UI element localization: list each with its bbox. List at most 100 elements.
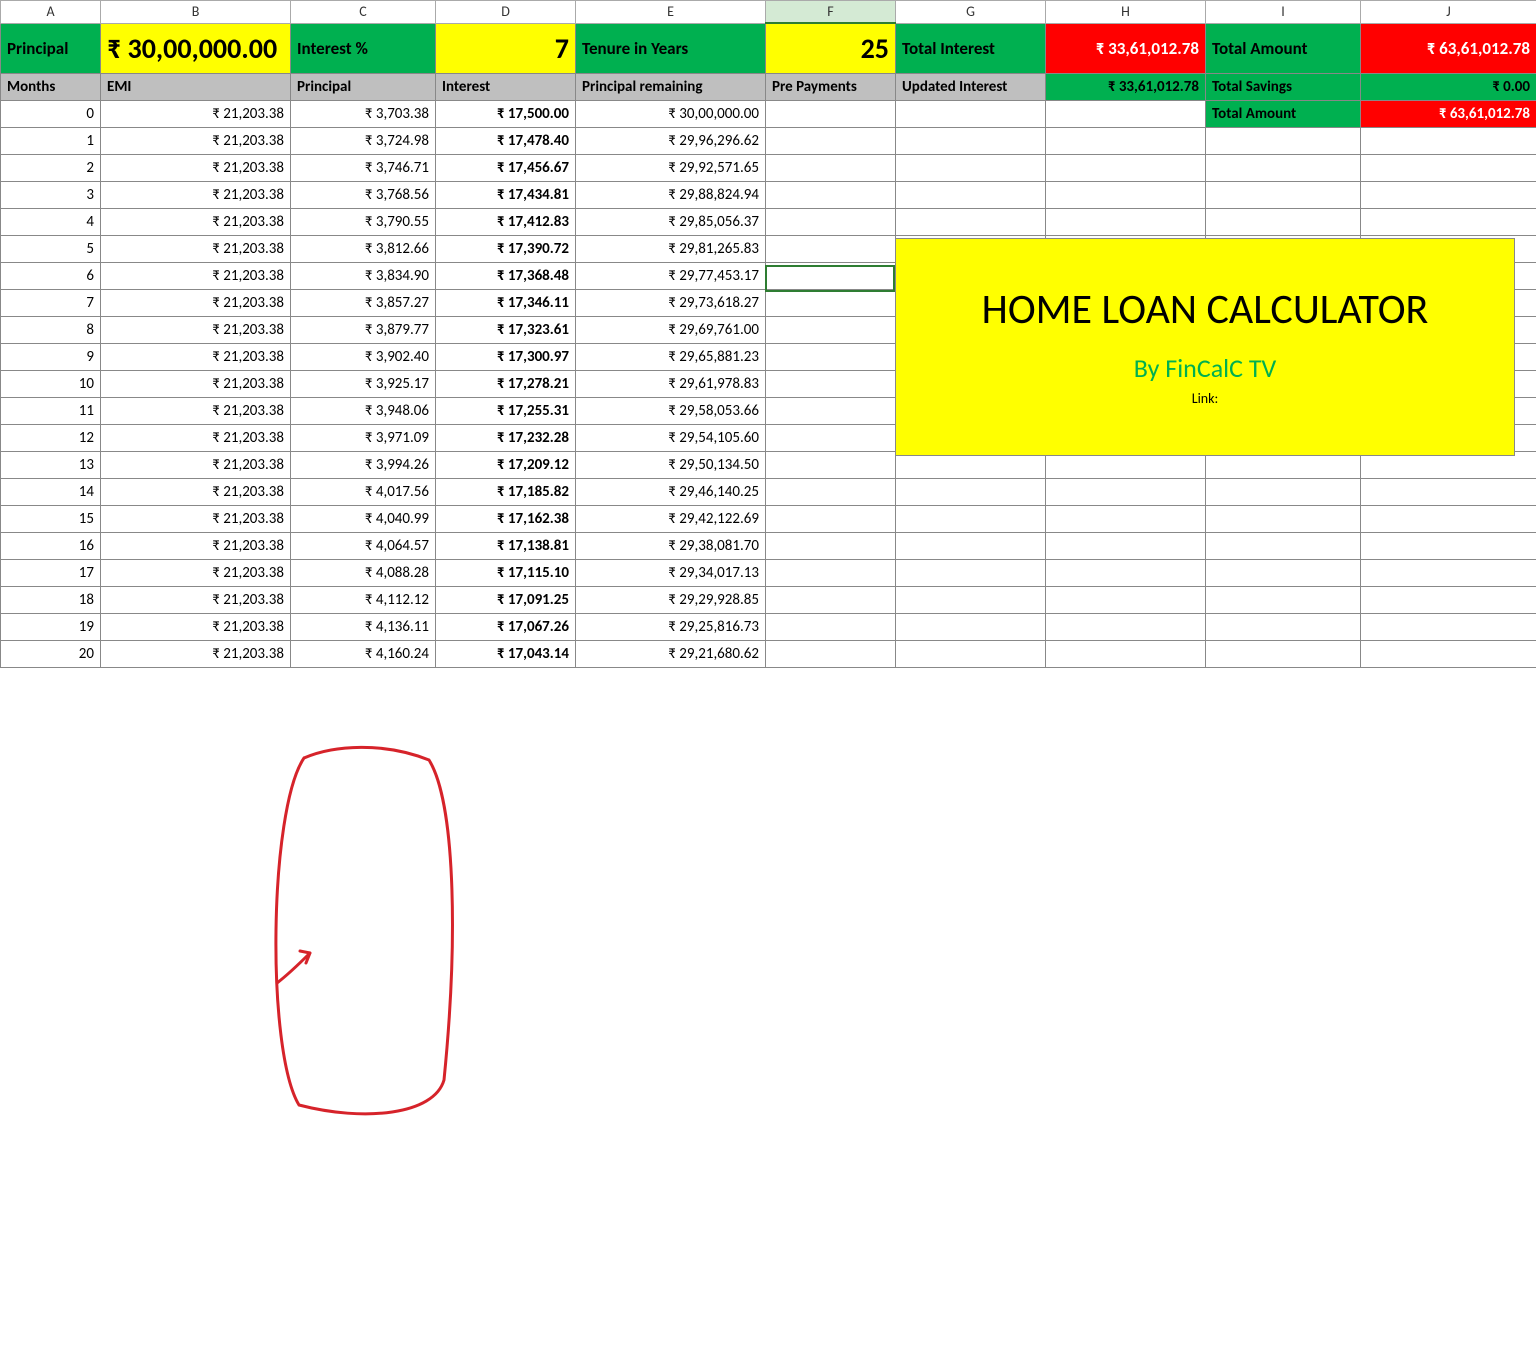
cell[interactable]	[766, 640, 896, 667]
cell[interactable]: ₹ 21,203.38	[101, 127, 291, 154]
cell[interactable]	[1206, 478, 1361, 505]
cell[interactable]: 7	[1, 289, 101, 316]
cell[interactable]	[896, 100, 1046, 127]
cell[interactable]: Interest %	[291, 23, 436, 73]
cell[interactable]	[1361, 586, 1536, 613]
cell[interactable]: ₹ 4,040.99	[291, 505, 436, 532]
cell[interactable]: ₹ 29,46,140.25	[576, 478, 766, 505]
cell[interactable]: ₹ 21,203.38	[101, 181, 291, 208]
cell[interactable]: Principal	[1, 23, 101, 73]
cell[interactable]	[896, 532, 1046, 559]
cell[interactable]: ₹ 21,203.38	[101, 154, 291, 181]
cell[interactable]: ₹ 17,232.28	[436, 424, 576, 451]
cell[interactable]	[1046, 154, 1206, 181]
cell[interactable]: ₹ 17,209.12	[436, 451, 576, 478]
cell[interactable]	[896, 640, 1046, 667]
cell[interactable]: ₹ 17,346.11	[436, 289, 576, 316]
cell[interactable]: ₹ 29,96,296.62	[576, 127, 766, 154]
cell[interactable]	[766, 586, 896, 613]
cell[interactable]: 4	[1, 208, 101, 235]
cell[interactable]: Total Amount	[1206, 23, 1361, 73]
cell[interactable]	[1361, 505, 1536, 532]
cell[interactable]	[766, 289, 896, 316]
cell[interactable]: Total Savings	[1206, 73, 1361, 100]
cell[interactable]: ₹ 3,994.26	[291, 451, 436, 478]
cell[interactable]: Tenure in Years	[576, 23, 766, 73]
cell[interactable]: ₹ 29,85,056.37	[576, 208, 766, 235]
cell[interactable]	[766, 532, 896, 559]
cell[interactable]: ₹ 4,017.56	[291, 478, 436, 505]
cell[interactable]: 1	[1, 127, 101, 154]
cell[interactable]: 0	[1, 100, 101, 127]
cell[interactable]: ₹ 17,162.38	[436, 505, 576, 532]
cell[interactable]	[1206, 208, 1361, 235]
cell[interactable]: 11	[1, 397, 101, 424]
cell[interactable]: Principal	[291, 73, 436, 100]
cell[interactable]: 3	[1, 181, 101, 208]
column-header-I[interactable]: I	[1206, 1, 1361, 24]
cell[interactable]: ₹ 29,92,571.65	[576, 154, 766, 181]
cell[interactable]: ₹ 4,112.12	[291, 586, 436, 613]
cell[interactable]: ₹ 3,746.71	[291, 154, 436, 181]
cell[interactable]	[1046, 478, 1206, 505]
cell[interactable]: ₹ 3,948.06	[291, 397, 436, 424]
cell[interactable]: 8	[1, 316, 101, 343]
cell[interactable]: ₹ 3,812.66	[291, 235, 436, 262]
cell[interactable]: Updated Interest	[896, 73, 1046, 100]
cell[interactable]: 13	[1, 451, 101, 478]
cell[interactable]: Total Amount	[1206, 100, 1361, 127]
cell[interactable]: ₹ 29,54,105.60	[576, 424, 766, 451]
cell[interactable]	[766, 370, 896, 397]
cell[interactable]: ₹ 4,136.11	[291, 613, 436, 640]
cell[interactable]	[1206, 154, 1361, 181]
cell[interactable]: ₹ 3,768.56	[291, 181, 436, 208]
cell[interactable]: ₹ 21,203.38	[101, 208, 291, 235]
cell[interactable]: Interest	[436, 73, 576, 100]
column-header-D[interactable]: D	[436, 1, 576, 24]
cell[interactable]: ₹ 17,043.14	[436, 640, 576, 667]
cell[interactable]	[766, 100, 896, 127]
cell[interactable]	[1046, 586, 1206, 613]
cell[interactable]: ₹ 4,088.28	[291, 559, 436, 586]
cell[interactable]: 6	[1, 262, 101, 289]
cell[interactable]	[766, 181, 896, 208]
cell[interactable]	[1046, 613, 1206, 640]
cell[interactable]: ₹ 21,203.38	[101, 586, 291, 613]
cell[interactable]: 2	[1, 154, 101, 181]
cell[interactable]: ₹ 21,203.38	[101, 343, 291, 370]
cell[interactable]: ₹ 21,203.38	[101, 262, 291, 289]
cell[interactable]	[896, 559, 1046, 586]
cell[interactable]	[1206, 559, 1361, 586]
cell[interactable]	[896, 154, 1046, 181]
cell[interactable]	[1046, 100, 1206, 127]
cell[interactable]: ₹ 29,25,816.73	[576, 613, 766, 640]
cell[interactable]	[1046, 127, 1206, 154]
cell[interactable]: ₹ 3,703.38	[291, 100, 436, 127]
cell[interactable]: ₹ 21,203.38	[101, 613, 291, 640]
cell[interactable]	[766, 424, 896, 451]
cell[interactable]: ₹ 21,203.38	[101, 289, 291, 316]
cell[interactable]: ₹ 17,412.83	[436, 208, 576, 235]
cell[interactable]	[1361, 613, 1536, 640]
cell[interactable]: Total Interest	[896, 23, 1046, 73]
cell[interactable]	[1046, 559, 1206, 586]
cell[interactable]	[1361, 640, 1536, 667]
cell[interactable]: 12	[1, 424, 101, 451]
cell[interactable]	[1046, 505, 1206, 532]
cell[interactable]: ₹ 63,61,012.78	[1361, 100, 1536, 127]
cell[interactable]: ₹ 17,434.81	[436, 181, 576, 208]
cell[interactable]: ₹ 17,500.00	[436, 100, 576, 127]
cell[interactable]: ₹ 21,203.38	[101, 559, 291, 586]
cell[interactable]	[766, 559, 896, 586]
cell[interactable]	[1206, 586, 1361, 613]
cell[interactable]	[1046, 181, 1206, 208]
cell[interactable]: ₹ 33,61,012.78	[1046, 73, 1206, 100]
cell[interactable]	[1361, 532, 1536, 559]
cell[interactable]: ₹ 17,300.97	[436, 343, 576, 370]
cell[interactable]: 5	[1, 235, 101, 262]
cell[interactable]: Pre Payments	[766, 73, 896, 100]
cell[interactable]	[766, 505, 896, 532]
cell[interactable]: ₹ 29,50,134.50	[576, 451, 766, 478]
cell[interactable]	[1206, 640, 1361, 667]
cell[interactable]	[766, 262, 896, 289]
